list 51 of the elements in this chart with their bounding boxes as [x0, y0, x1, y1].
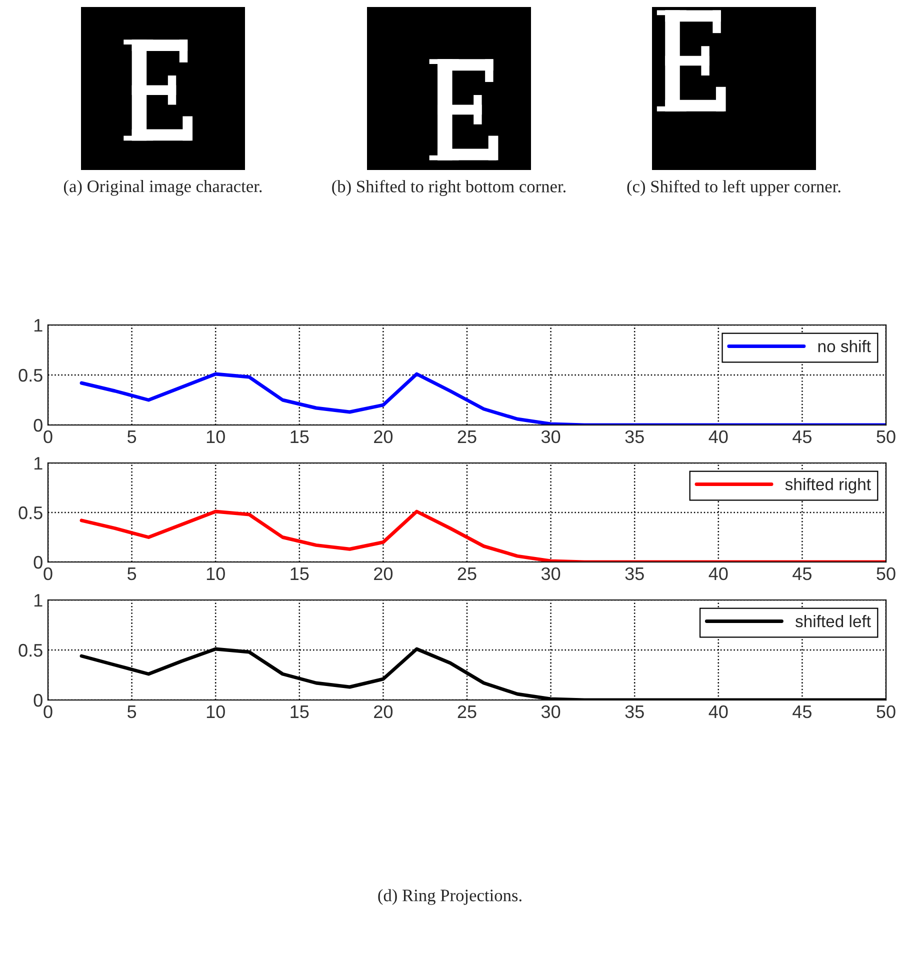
- legend-label: shifted right: [785, 478, 871, 494]
- text: (a) Original image character.: [64, 180, 262, 196]
- text: (d) Ring Projections.: [378, 889, 522, 905]
- x-tick-label: 40: [708, 705, 728, 718]
- x-tick-label: 10: [206, 705, 225, 718]
- x-tick-label: 10: [206, 567, 225, 580]
- x-tick-label: 5: [128, 706, 136, 718]
- x-tick-label: 15: [290, 706, 309, 718]
- x-tick-label: 45: [792, 706, 812, 718]
- x-tick-label: 40: [708, 567, 728, 580]
- x-tick-label: 15: [290, 430, 309, 444]
- x-tick-label: 25: [458, 430, 476, 444]
- x-tick-label: 20: [374, 567, 393, 580]
- x-tick-label: 30: [541, 567, 560, 580]
- x-tick-label: 50: [876, 430, 896, 444]
- x-tick-label: 35: [625, 567, 644, 580]
- x-tick-label: 35: [625, 430, 644, 444]
- x-tick-label: 15: [290, 568, 309, 580]
- y-tick-label: 0: [34, 694, 42, 707]
- x-tick-label: 40: [708, 430, 728, 444]
- text: (c) Shifted to left upper corner.: [627, 180, 840, 196]
- x-tick-label: 35: [625, 705, 644, 718]
- x-tick-label: 25: [458, 567, 476, 580]
- x-tick-label: 50: [876, 705, 896, 718]
- y-tick-label: 0.5: [18, 368, 42, 382]
- legend-label: shifted left: [796, 615, 871, 628]
- x-tick-label: 30: [541, 430, 560, 444]
- x-tick-label: 10: [206, 430, 225, 444]
- x-tick-label: 0: [44, 430, 52, 444]
- y-tick-label: 0.5: [18, 506, 42, 520]
- x-tick-label: 45: [792, 568, 812, 580]
- x-tick-label: 5: [128, 430, 136, 444]
- y-tick-label: 0.5: [18, 644, 42, 657]
- x-tick-label: 0: [44, 705, 52, 718]
- x-tick-label: 20: [374, 430, 393, 444]
- legend-label: no shift: [818, 340, 871, 352]
- y-tick-label: 0: [34, 418, 42, 432]
- x-tick-label: 50: [876, 567, 896, 580]
- x-tick-label: 30: [541, 705, 560, 718]
- y-tick-label: 1: [34, 457, 42, 470]
- y-tick-label: 1: [34, 319, 42, 332]
- text: (b) Shifted to right bottom corner.: [332, 180, 566, 196]
- x-tick-label: 5: [128, 568, 136, 580]
- y-tick-label: 1: [34, 594, 42, 607]
- line-series: [80, 372, 886, 425]
- x-tick-label: 20: [374, 705, 393, 718]
- x-tick-label: 45: [792, 430, 812, 444]
- x-tick-label: 25: [458, 705, 476, 718]
- x-tick-label: 0: [44, 567, 52, 580]
- y-tick-label: 0: [34, 556, 42, 569]
- line-series: [80, 510, 886, 562]
